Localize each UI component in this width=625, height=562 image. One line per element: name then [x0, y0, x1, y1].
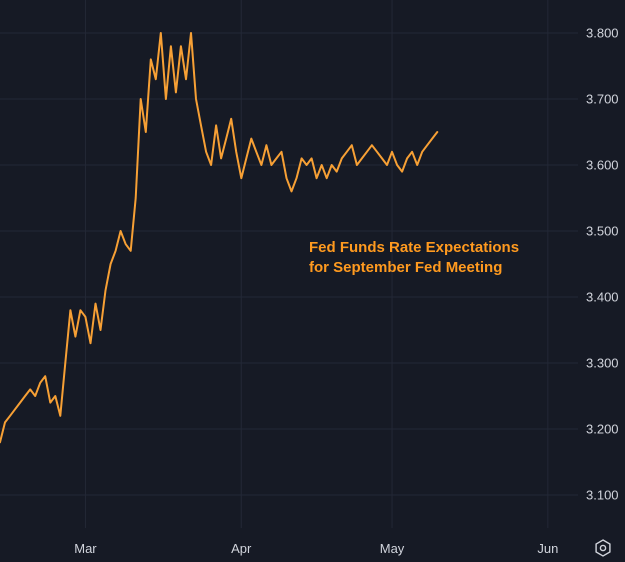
plot-area: [0, 32, 439, 444]
annotation-line-2: for September Fed Meeting: [309, 259, 502, 276]
gear-icon-outline: [595, 539, 611, 557]
y-tick-label: 3.400: [586, 290, 619, 305]
gear-icon-hub: [599, 544, 607, 552]
settings-button[interactable]: [592, 537, 614, 559]
y-tick-label: 3.200: [586, 422, 619, 437]
x-tick-label: Mar: [74, 541, 97, 556]
annotation-line-1: Fed Funds Rate Expectations: [309, 239, 519, 256]
y-tick-label: 3.500: [586, 224, 619, 239]
y-tick-label: 3.300: [586, 356, 619, 371]
grid: [0, 0, 578, 528]
y-tick-label: 3.100: [586, 488, 619, 503]
y-tick-label: 3.800: [586, 26, 619, 41]
gear-icon: [595, 539, 611, 557]
x-tick-label: Jun: [537, 541, 558, 556]
x-axis: Mar Apr May Jun: [74, 541, 558, 556]
y-axis: 3.100 3.200 3.300 3.400 3.500 3.600 3.700 3.800: [586, 26, 619, 503]
series-line: [0, 32, 439, 444]
y-tick-label: 3.600: [586, 158, 619, 173]
y-tick-label: 3.700: [586, 92, 619, 107]
x-tick-label: Apr: [231, 541, 252, 556]
x-tick-label: May: [380, 541, 405, 556]
